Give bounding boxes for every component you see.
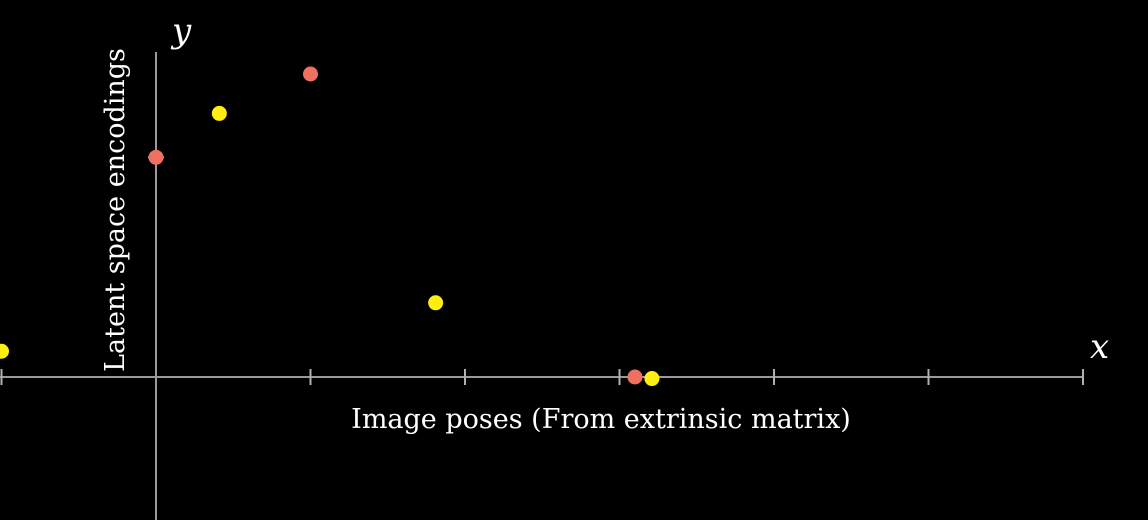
data-points bbox=[0, 66, 660, 387]
x-axis-label: Image poses (From extrinsic matrix) bbox=[351, 404, 851, 435]
x-axis-symbol: x bbox=[1090, 327, 1109, 367]
x-axis-ticks bbox=[0, 156, 1084, 385]
yellow-data-point bbox=[211, 105, 227, 121]
red-data-point bbox=[303, 66, 318, 82]
y-axis-symbol: y bbox=[170, 11, 192, 51]
y-axis-label: Latent space encodings bbox=[100, 48, 131, 372]
axes bbox=[0, 52, 1084, 520]
yellow-data-point bbox=[428, 295, 444, 311]
yellow-data-point bbox=[644, 371, 660, 387]
red-data-point bbox=[627, 369, 643, 385]
yellow-data-point bbox=[0, 343, 9, 359]
red-data-point bbox=[148, 149, 164, 165]
